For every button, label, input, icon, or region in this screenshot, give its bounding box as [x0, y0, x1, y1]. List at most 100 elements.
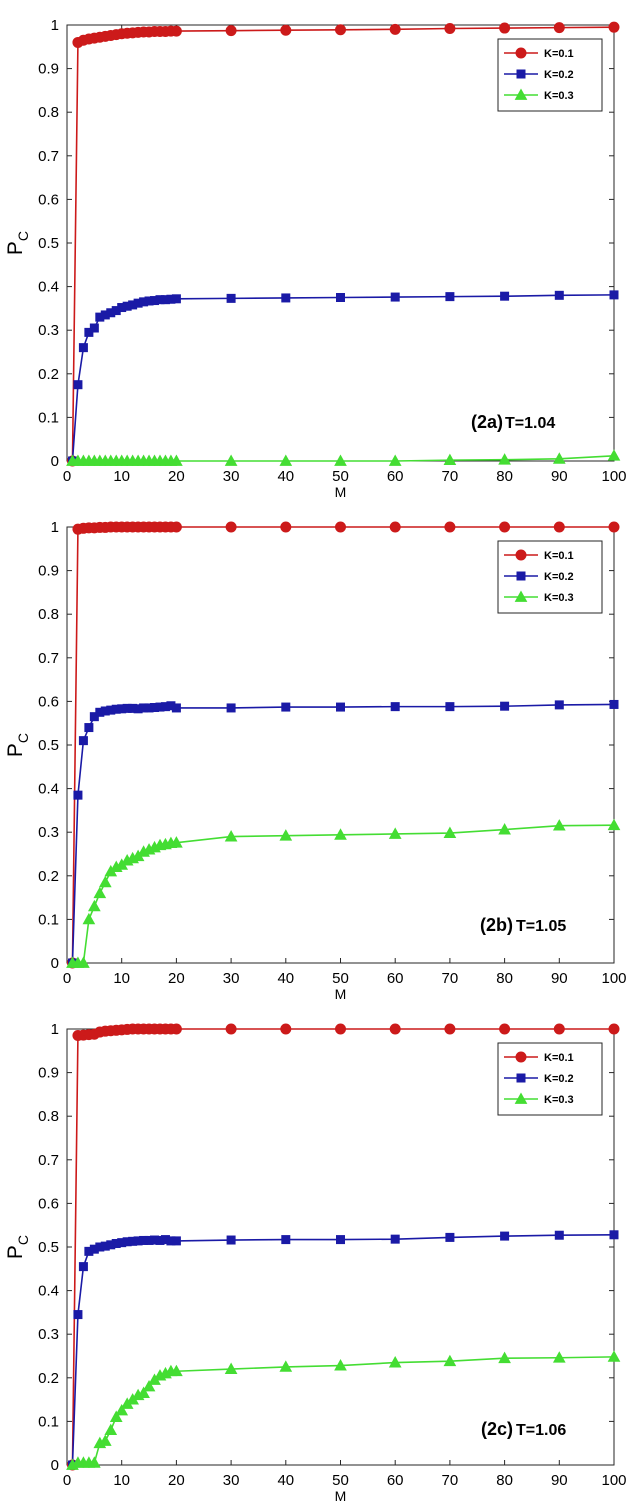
chart-panel-2a: 0 10 20 30 40 50 60 70 80 90 100 0 0.1 0.2 0.3 0.4 0.5 0.…	[0, 0, 633, 502]
panel-label: (2a)	[471, 412, 503, 432]
series-K=0.2	[67, 290, 619, 466]
chart-2c: 0 10 20 30 40 50 60 70 80 90 100 0 0.1 0.2 0.3 0.4 0.5 0.…	[4, 1021, 627, 1504]
chart-2b: 0 10 20 30 40 50 60 70 80 90 100 0 0.1 0.2 0.3 0.4 0.5 0.…	[4, 519, 627, 1002]
data-point	[499, 1023, 511, 1035]
y-tick-label: 0	[51, 453, 59, 470]
data-point	[335, 1023, 346, 1035]
legend-entry: K=0.2	[544, 1073, 574, 1085]
data-point	[109, 1410, 123, 1422]
legend-box	[497, 38, 603, 112]
legend: K=0.1 K=0.2 K=0.3	[497, 38, 603, 112]
y-axis-label: PC	[4, 231, 31, 255]
data-point	[499, 22, 511, 34]
legend: K=0.1 K=0.2 K=0.3	[497, 540, 603, 614]
data-point	[93, 886, 107, 899]
y-axis-label-subscript: C	[15, 733, 31, 743]
x-tick-label: 60	[387, 1472, 404, 1489]
legend-entry: K=0.2	[544, 69, 574, 81]
legend-entry: K=0.1	[544, 48, 574, 60]
x-tick-label: 0	[63, 468, 71, 485]
data-point	[334, 1359, 347, 1371]
series-K=0.2	[67, 1230, 619, 1470]
data-point	[445, 1232, 455, 1242]
y-tick-label: 0	[51, 955, 59, 972]
data-point	[552, 452, 566, 464]
data-point	[171, 703, 181, 713]
y-tick-label: 0.7	[38, 148, 59, 165]
data-point	[224, 830, 238, 842]
data-point	[500, 701, 510, 711]
data-point	[170, 1364, 183, 1377]
x-tick-label: 70	[442, 468, 459, 485]
panel-condition: T=1.06	[516, 1422, 566, 1439]
x-tick-label: 0	[63, 1472, 71, 1489]
data-point	[170, 836, 183, 848]
data-point	[88, 899, 101, 912]
series-K=0.1	[66, 521, 620, 969]
x-axis-label: M	[335, 986, 347, 1002]
chart-panel-2b: 0 10 20 30 40 50 60 70 80 90 100 0 0.1 0.2 0.3 0.4 0.5 0.…	[0, 502, 633, 1004]
x-tick-label: 100	[601, 468, 626, 485]
x-tick-label: 10	[113, 1472, 130, 1489]
data-point	[280, 521, 292, 533]
legend-entry: K=0.1	[544, 550, 574, 562]
legend-marker	[516, 571, 526, 581]
data-point	[104, 1423, 118, 1436]
data-point	[98, 1434, 112, 1446]
data-point	[498, 823, 511, 835]
data-point	[445, 702, 455, 712]
legend-marker	[516, 1073, 526, 1083]
legend: K=0.1 K=0.2 K=0.3	[497, 1042, 603, 1116]
series-K=0.3	[66, 818, 621, 968]
y-tick-label: 0.1	[38, 911, 59, 928]
x-tick-label: 80	[496, 468, 513, 485]
data-point	[500, 291, 510, 301]
data-point	[553, 1023, 565, 1035]
x-tick-label: 20	[168, 1472, 185, 1489]
y-tick-label: 0.3	[38, 1326, 59, 1343]
y-tick-label: 0.3	[38, 824, 59, 841]
data-point	[390, 702, 400, 712]
x-tick-label: 30	[223, 1472, 240, 1489]
y-tick-label: 0.4	[38, 781, 59, 798]
data-point	[170, 454, 183, 466]
legend-marker	[515, 1051, 527, 1063]
data-point	[553, 22, 565, 34]
y-tick-label: 0.5	[38, 737, 59, 754]
x-tick-label: 70	[442, 1472, 459, 1489]
data-point	[170, 1023, 182, 1035]
data-point	[554, 700, 564, 710]
series-K=0.3	[66, 1350, 621, 1470]
data-point	[443, 1354, 457, 1367]
x-axis-label: M	[335, 484, 347, 500]
y-axis-label-main: P	[4, 1245, 27, 1259]
data-point	[608, 1023, 620, 1035]
y-tick-label: 0.6	[38, 693, 59, 710]
data-point	[224, 1362, 238, 1374]
data-point	[607, 449, 621, 461]
data-point	[609, 290, 619, 300]
data-point	[170, 521, 182, 533]
data-point	[279, 454, 293, 466]
data-point	[226, 1235, 236, 1245]
data-point	[554, 1230, 564, 1240]
data-point	[171, 1236, 181, 1246]
data-point	[500, 1231, 510, 1241]
y-tick-label: 0.6	[38, 191, 59, 208]
data-point	[388, 454, 402, 466]
data-point	[444, 1023, 456, 1035]
legend-marker	[514, 88, 528, 100]
data-point	[336, 702, 345, 712]
x-tick-label: 20	[168, 970, 185, 987]
x-tick-label: 40	[277, 970, 294, 987]
data-point	[279, 829, 293, 841]
y-tick-label: 0.2	[38, 366, 59, 383]
y-tick-label: 0.9	[38, 61, 59, 78]
data-point	[335, 521, 346, 533]
data-point	[554, 290, 564, 300]
y-axis-label: PC	[4, 1235, 31, 1259]
y-tick-label: 0.1	[38, 1413, 59, 1430]
x-tick-label: 60	[387, 468, 404, 485]
x-tick-label: 100	[601, 1472, 626, 1489]
x-tick-label: 40	[277, 1472, 294, 1489]
